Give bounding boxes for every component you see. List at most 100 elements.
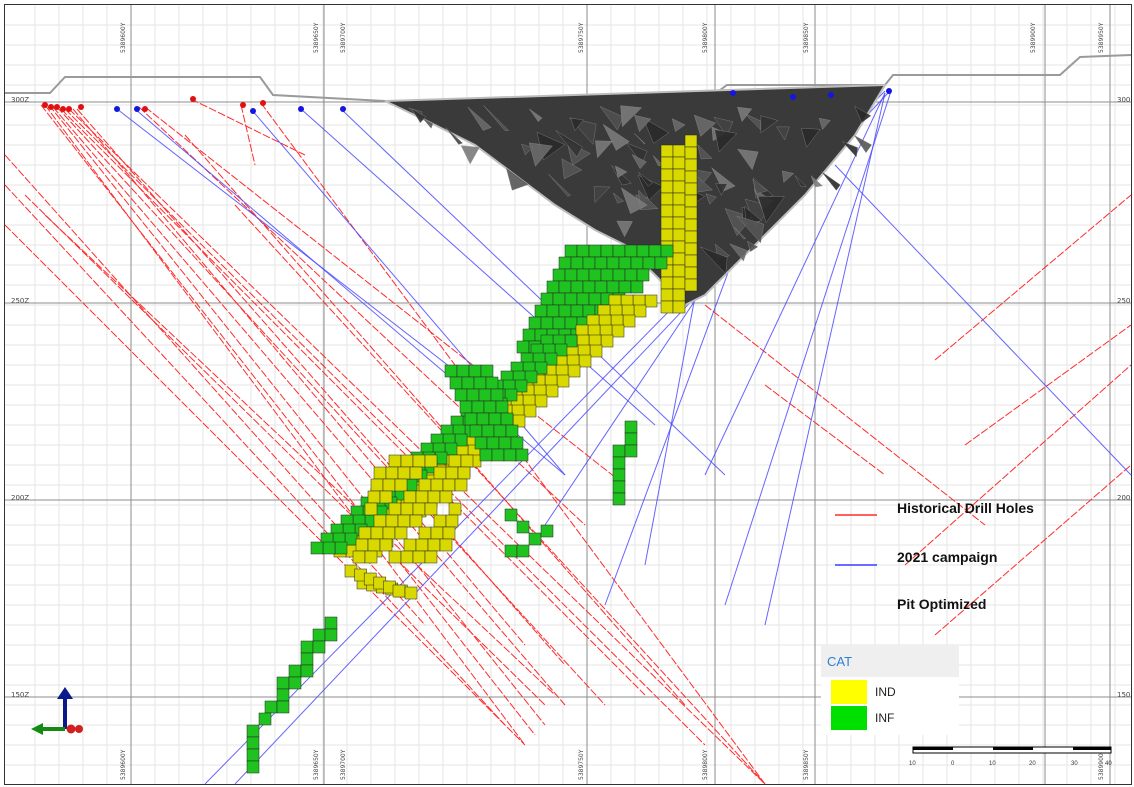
historical-drill-hole: [76, 108, 566, 666]
inf-block: [246, 736, 260, 750]
ind-block: [430, 478, 444, 492]
ind-block: [684, 254, 698, 268]
inf-block: [485, 376, 499, 390]
ind-block: [367, 490, 381, 504]
inf-block: [588, 292, 602, 306]
campaign-2021-drill-hole: [834, 164, 1131, 476]
inf-block: [276, 676, 290, 690]
pit-facet: [555, 130, 583, 158]
inf-block: [600, 244, 614, 258]
ind-block: [672, 276, 686, 290]
northing-label: 5389750Y: [578, 749, 585, 780]
inf-block: [481, 424, 495, 438]
inf-swatch: [831, 706, 867, 730]
ind-block: [433, 466, 447, 480]
historical-drill-hole: [64, 108, 706, 746]
inf-block: [516, 520, 530, 534]
pit-facet: [854, 135, 872, 154]
pit-facet: [528, 142, 553, 167]
pit-facet: [734, 227, 747, 240]
inf-block: [456, 364, 470, 378]
inf-block: [288, 664, 302, 678]
historical-collar: [240, 102, 246, 108]
pit-facet: [593, 186, 611, 203]
inf-block: [540, 524, 554, 538]
pit-facet: [422, 117, 434, 129]
ind-block: [442, 478, 456, 492]
campaign-2021-collar: [298, 106, 304, 112]
ind-block: [427, 490, 441, 504]
pit-facet: [818, 118, 831, 130]
inf-block: [648, 244, 662, 258]
ind-block: [424, 550, 438, 564]
historical-drill-hole: [934, 464, 1131, 636]
ind-block: [672, 168, 686, 182]
elevation-label: 300Z: [11, 96, 29, 104]
ind-block: [439, 490, 453, 504]
inf-block: [466, 388, 480, 402]
pit-facet: [694, 114, 716, 137]
pit-facet: [715, 183, 728, 196]
ind-block: [364, 502, 378, 516]
historical-drill-hole: [904, 364, 1131, 566]
inf-block: [552, 316, 566, 330]
campaign-2021-collar: [828, 92, 834, 98]
historical-collar: [60, 106, 66, 112]
ind-block: [534, 394, 548, 408]
campaign-2021-collar: [886, 88, 892, 94]
ind-block: [567, 364, 581, 378]
inf-block: [540, 316, 554, 330]
inf-block: [582, 280, 596, 294]
inf-block: [495, 400, 509, 414]
pit-facet: [736, 215, 765, 244]
campaign-2021-collar: [790, 94, 796, 100]
pit-facet: [602, 123, 630, 151]
ind-block: [403, 538, 417, 552]
pit-facet: [854, 105, 872, 123]
ind-block: [382, 526, 396, 540]
historical-legend-label: Historical Drill Holes: [897, 500, 1034, 516]
ind-block: [684, 134, 698, 148]
inf-block: [246, 760, 260, 774]
historical-drill-hole: [190, 98, 306, 156]
inf-block: [491, 448, 505, 462]
campaign-2021-collar: [340, 106, 346, 112]
ind-block: [439, 538, 453, 552]
inf-block: [600, 268, 614, 282]
inf-block: [624, 444, 638, 458]
inf-block: [483, 400, 497, 414]
inf-block: [334, 541, 348, 555]
ind-block: [672, 216, 686, 230]
inf-block: [612, 492, 626, 506]
inf-block: [468, 364, 482, 378]
ind-block: [409, 466, 423, 480]
northing-label: 5389750Y: [578, 22, 585, 53]
pit-facet: [411, 108, 426, 124]
ind-block: [400, 454, 414, 468]
inf-label: INF: [875, 711, 894, 725]
inf-block: [454, 388, 468, 402]
inf-block: [582, 256, 596, 270]
campaign-2021-drill-hole: [764, 92, 886, 626]
inf-block: [444, 364, 458, 378]
topography-line: [5, 54, 1131, 102]
ind-block: [404, 586, 418, 600]
pit-facet: [752, 178, 768, 195]
ind-block: [523, 404, 537, 418]
pit-facet: [460, 145, 480, 165]
historical-collar: [260, 100, 266, 106]
ind-block: [672, 228, 686, 242]
pit-facet: [642, 117, 670, 144]
pit-facet: [637, 174, 664, 201]
pit-facet: [705, 193, 717, 205]
inf-block: [624, 268, 638, 282]
historical-drill-hole: [72, 108, 526, 646]
northing-label: 5389700Y: [340, 22, 347, 53]
ind-block: [392, 584, 406, 598]
scale-bar-segment: [1073, 747, 1111, 750]
historical-collar: [48, 104, 54, 110]
inf-block: [564, 268, 578, 282]
elevation-label: 200Z: [11, 494, 29, 502]
pit-facet: [801, 128, 821, 148]
ind-block: [388, 550, 402, 564]
